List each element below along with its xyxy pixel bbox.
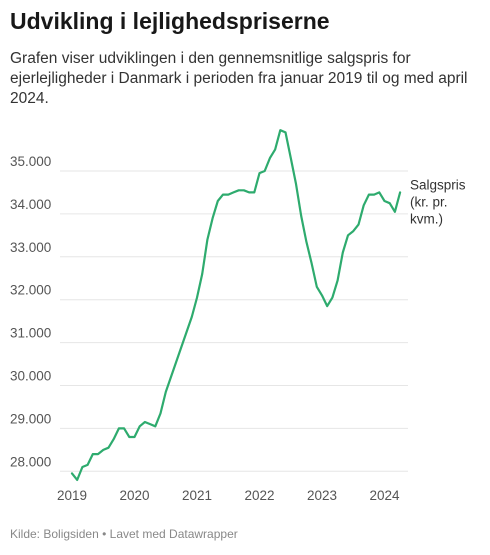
- y-tick-label: 32.000: [10, 283, 51, 298]
- x-tick-label: 2024: [369, 488, 400, 503]
- x-tick-label: 2021: [182, 488, 212, 503]
- y-tick-label: 30.000: [10, 369, 51, 384]
- y-tick-label: 33.000: [10, 240, 51, 255]
- source-name: Boligsiden: [43, 527, 99, 541]
- footer-separator: •: [102, 527, 107, 541]
- y-tick-label: 29.000: [10, 411, 51, 426]
- chart-title: Udvikling i lejlighedspriserne: [10, 8, 330, 34]
- series-label-line: kvm.): [410, 211, 443, 226]
- credit-link[interactable]: Datawrapper: [169, 527, 238, 541]
- y-tick-label: 31.000: [10, 326, 51, 341]
- line-chart: 35.000 34.000 33.000 32.000 31.000 30.000 29.0…: [10, 129, 466, 503]
- source-label: Kilde:: [10, 527, 41, 541]
- series-label: Salgspris (kr. pr. kvm.): [410, 177, 466, 226]
- y-axis-ticks: 35.000 34.000 33.000 32.000 31.000 30.000 29.0…: [10, 154, 51, 469]
- series-label-line: (kr. pr.: [410, 194, 448, 209]
- gridlines: [60, 170, 408, 472]
- y-tick-label: 28.000: [10, 454, 51, 469]
- series-lines: [70, 129, 402, 481]
- x-tick-label: 2023: [307, 488, 337, 503]
- x-tick-label: 2019: [57, 488, 87, 503]
- x-axis-ticks: 2019 2020 2021 2022 2023 2024: [57, 488, 400, 503]
- x-tick-label: 2020: [119, 488, 149, 503]
- x-tick-label: 2022: [244, 488, 274, 503]
- chart-subtitle: Grafen viser udviklingen i den gennemsni…: [10, 50, 468, 107]
- series-label-line: Salgspris: [410, 177, 466, 192]
- series-labels: Salgspris (kr. pr. kvm.): [410, 177, 466, 226]
- y-tick-label: 34.000: [10, 197, 51, 212]
- credit-prefix: Lavet med: [109, 527, 166, 541]
- chart-footer: Kilde: Boligsiden • Lavet med Datawrappe…: [10, 527, 238, 541]
- y-tick-label: 35.000: [10, 154, 51, 169]
- series-line: [70, 129, 402, 481]
